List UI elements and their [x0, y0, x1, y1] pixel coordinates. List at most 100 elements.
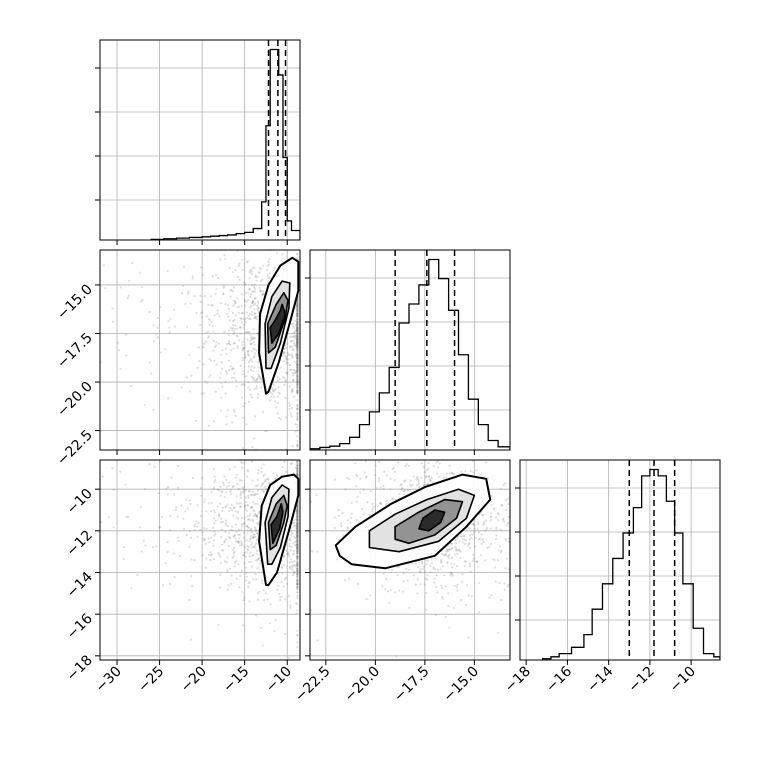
x-z-scatter-point [88, 557, 90, 559]
x-y-scatter-point [242, 373, 245, 376]
x-y-scatter-point [296, 334, 299, 337]
x-y-scatter-point [296, 318, 299, 322]
x-y-scatter-point [296, 341, 299, 344]
x-y-scatter-point [296, 308, 299, 311]
x-z-scatter-point [296, 528, 299, 531]
y-z-scatter-point [476, 560, 479, 564]
x-z-scatter-point [240, 374, 242, 376]
y-z-scatter-point [420, 462, 423, 465]
y-z-scatter-point [302, 530, 304, 532]
x-y-scatter-point [296, 327, 299, 330]
x-y-scatter-point [251, 310, 254, 313]
y-z-scatter-point [539, 551, 541, 553]
x-z-scatter-point [296, 536, 299, 539]
x-y-scatter-point [218, 315, 221, 318]
x-y-scatter-point [296, 341, 299, 345]
x-z-scatter-point [296, 535, 299, 538]
x-y-scatter-point [296, 368, 299, 372]
x-z-scatter-point [296, 531, 299, 534]
x-y-scatter-point [296, 320, 299, 324]
x-z-scatter-point [230, 574, 233, 577]
y-z-scatter-point [501, 504, 504, 507]
x-y-scatter-point [252, 437, 255, 440]
x-z-scatter-point [296, 510, 299, 514]
x-z-scatter-point [296, 591, 299, 594]
x-z-scatter-point [242, 491, 245, 494]
x-z-scatter-point [296, 564, 299, 567]
y-z-scatter-point [365, 598, 368, 601]
x-z-scatter-point [214, 479, 217, 482]
x-z-scatter-point [238, 479, 241, 482]
y-z-scatter-point [439, 568, 442, 571]
x-y-scatter-point [296, 304, 299, 308]
y-z-scatter-point [521, 522, 523, 524]
x-y-ytick-label: −22.5 [54, 427, 96, 469]
x-z-scatter-point [217, 514, 220, 517]
x-y-scatter-point [253, 312, 256, 315]
x-y-scatter-point [77, 329, 79, 331]
x-z-scatter-point [217, 489, 221, 492]
x-y-scatter-point [296, 350, 299, 353]
x-z-scatter-point [296, 518, 299, 522]
x-z-scatter-point [239, 494, 242, 497]
x-y-scatter-point [188, 353, 191, 356]
x-z-scatter-point [233, 550, 236, 553]
x-y-scatter-point [296, 354, 299, 357]
x-y-scatter-point [168, 326, 171, 329]
x-z-scatter-point [291, 573, 294, 577]
x-y-scatter-point [296, 327, 299, 330]
y-z-scatter-point [440, 560, 443, 563]
x-y-scatter-point [296, 335, 299, 338]
x-z-scatter-point [227, 484, 230, 487]
y-z-scatter-point [443, 445, 445, 447]
x-z-scatter-point [220, 491, 223, 494]
x-y-scatter-point [167, 319, 170, 323]
x-y-scatter-point [296, 313, 299, 316]
y-z-scatter-point [356, 582, 360, 585]
x-z-scatter-point [296, 588, 299, 591]
y-z-scatter-point [505, 557, 509, 560]
x-y-scatter-point [296, 327, 299, 330]
y-z-scatter-point [500, 549, 503, 552]
x-z-scatter-point [296, 534, 299, 538]
hist-x-histogram-bars [150, 48, 300, 240]
x-y-scatter-point [246, 370, 249, 373]
x-y-scatter-point [262, 411, 265, 414]
y-z-scatter-point [455, 549, 458, 552]
x-z-scatter-point [296, 468, 299, 471]
x-z-scatter-point [296, 565, 299, 568]
x-z-scatter-point [296, 524, 299, 527]
x-y-scatter-point [152, 324, 155, 327]
x-z-scatter-point [246, 548, 249, 551]
y-z-scatter-point [502, 484, 505, 487]
y-z-scatter-point [382, 487, 385, 490]
x-y-scatter-point [253, 312, 257, 315]
x-z-scatter-point [83, 523, 85, 525]
x-z-scatter-point [296, 570, 299, 573]
x-z-scatter-point [296, 522, 299, 526]
x-z-scatter-point [237, 528, 240, 531]
x-z-scatter-point [288, 656, 291, 660]
x-y-scatter-point [296, 303, 299, 306]
y-z-scatter-point [488, 596, 491, 599]
x-y-scatter-point [156, 316, 159, 320]
y-z-scatter-point [432, 464, 435, 468]
x-z-ytick-label: −14 [64, 569, 96, 601]
x-z-scatter-point [243, 551, 246, 555]
x-y-scatter-point [296, 383, 299, 386]
x-z-scatter-point [258, 590, 261, 593]
y-z-scatter-point [464, 560, 468, 563]
x-z-scatter-point [255, 578, 258, 581]
x-y-scatter-point [240, 321, 243, 324]
x-z-scatter-point [296, 569, 299, 572]
x-y-scatter-point [215, 363, 218, 366]
y-z-scatter-point [451, 566, 454, 569]
x-y-scatter-point [296, 376, 299, 379]
y-z-scatter-point [441, 586, 444, 590]
x-y-scatter-point [237, 216, 239, 218]
x-y-scatter-point [296, 332, 299, 335]
x-y-scatter-point [256, 378, 259, 381]
y-z-scatter-point [477, 531, 480, 534]
x-y-scatter-point [251, 377, 254, 380]
x-y-scatter-point [296, 390, 299, 393]
